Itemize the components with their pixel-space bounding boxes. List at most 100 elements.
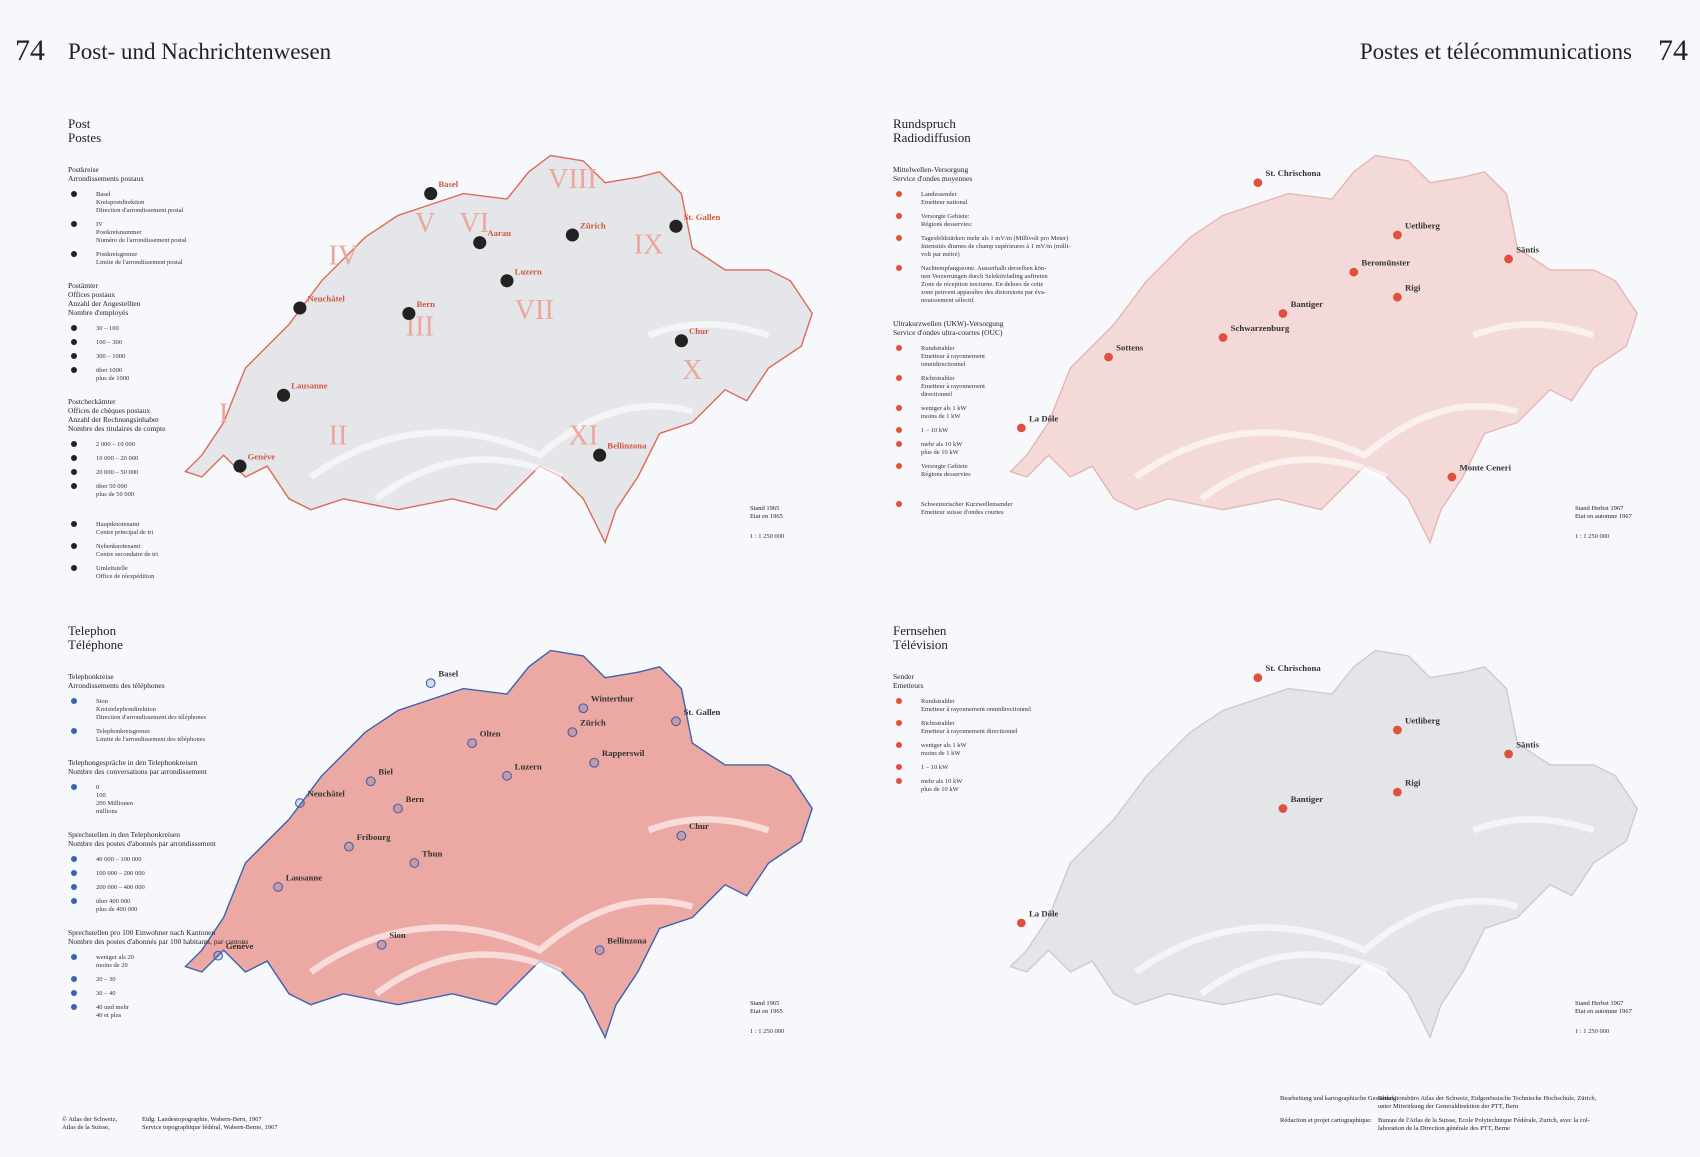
legend-item: Emetteur à rayonnement bbox=[921, 353, 985, 360]
legend-item: nouissement sélectif bbox=[921, 297, 975, 304]
legend-heading: Nombre des postes d'abonnés par arrondis… bbox=[68, 839, 217, 848]
legend-item: Limite de l'arrondissement postal bbox=[96, 259, 183, 266]
relief bbox=[308, 321, 770, 502]
legend-symbol bbox=[71, 565, 77, 571]
legend-symbol bbox=[71, 1004, 77, 1010]
place-label: Bantiger bbox=[1291, 299, 1324, 309]
legend-item: 40 und mehr bbox=[96, 1004, 130, 1011]
legend-item: Nachtempfangszone. Ausserhalb derselben … bbox=[921, 265, 1046, 272]
place-symbol bbox=[671, 716, 681, 727]
legend-heading: Sender bbox=[893, 672, 914, 681]
legend-symbol bbox=[71, 954, 77, 960]
stand-note: Stand 1965 bbox=[750, 505, 779, 512]
legend-item: 100 bbox=[96, 792, 106, 799]
map-title: Radiodiffusion bbox=[893, 130, 971, 145]
page-title: Post- und Nachrichtenwesen bbox=[68, 39, 332, 64]
legend-heading: Mittelwellen-Versorgung bbox=[893, 165, 969, 174]
map: Basel Olten Zürich Winterthur St. Gallen Biel… bbox=[184, 649, 813, 1039]
legend-item: Rundstrahler bbox=[921, 698, 955, 705]
place-label: Lausanne bbox=[291, 381, 327, 391]
legend-symbol bbox=[71, 898, 77, 904]
legend-item: plus de 10 kW bbox=[921, 449, 960, 456]
place-label: Monte Ceneri bbox=[1460, 462, 1512, 472]
relief bbox=[308, 816, 770, 997]
legend-item: Emetteur national bbox=[921, 199, 968, 206]
legend-item: 40 et plus bbox=[96, 1012, 122, 1019]
place-label: Rapperswil bbox=[602, 748, 645, 758]
legend-item: omnidirectionnel bbox=[921, 361, 966, 368]
district-number: IX bbox=[634, 230, 664, 261]
place-label: St. Chrischona bbox=[1266, 663, 1322, 673]
legend-item: Office de réexpédition bbox=[96, 573, 155, 580]
legend-heading: Service d'ondes moyennes bbox=[893, 174, 972, 183]
legend-heading: Arrondissements postaux bbox=[68, 174, 144, 183]
stand-note: Stand 1965 bbox=[750, 1000, 779, 1007]
legend-item: 10 000 – 20 000 bbox=[96, 455, 138, 462]
place-label: La Dôle bbox=[1029, 413, 1058, 423]
district-number: XI bbox=[568, 420, 598, 451]
district-number: VIII bbox=[548, 164, 597, 195]
copyright: Atlas de la Suisse, bbox=[62, 1124, 110, 1131]
legend-heading: Nombre des titulaires de compte bbox=[68, 424, 166, 433]
legend-item: Versorgte Gebiete: bbox=[921, 213, 970, 220]
legend-symbol bbox=[896, 441, 902, 447]
place-symbol bbox=[277, 388, 291, 402]
place-symbol bbox=[502, 770, 512, 781]
map-scale: 1 : 1 250 000 bbox=[750, 1028, 784, 1035]
legend-item: Centre secondaire de tri bbox=[96, 551, 158, 558]
legend-symbol bbox=[896, 427, 902, 433]
legend-heading: Anzahl der Angestellten bbox=[68, 299, 141, 308]
map-title: Télévision bbox=[893, 637, 948, 652]
place-symbol bbox=[402, 306, 416, 321]
legend-symbol bbox=[71, 884, 77, 890]
legend-symbol bbox=[896, 265, 902, 271]
place-label: Genève bbox=[248, 452, 276, 462]
legend-item: nen Verzerrungen durch Selektivfading au… bbox=[921, 273, 1048, 280]
legend-symbol bbox=[71, 455, 77, 461]
legend-symbol bbox=[896, 405, 902, 411]
place-symbol bbox=[594, 945, 605, 956]
place-symbol bbox=[1447, 472, 1457, 482]
legend-heading: Sprechstellen in den Telephonkreisen bbox=[68, 830, 180, 839]
legend-symbol bbox=[896, 501, 902, 507]
legend-item: über 50 000 bbox=[96, 483, 127, 490]
place-label: St. Chrischona bbox=[1266, 168, 1322, 178]
legend-symbol bbox=[896, 698, 902, 704]
legend-item: 20 – 30 bbox=[96, 976, 116, 983]
legend-symbol bbox=[71, 784, 77, 790]
place-label: Uetliberg bbox=[1405, 715, 1441, 725]
place-label: Luzern bbox=[515, 266, 542, 276]
place-label: Beromünster bbox=[1361, 258, 1410, 268]
legend-item: Rundstrahler bbox=[921, 345, 955, 352]
legend-item: Emetteur à rayonnement omnidirectionnel bbox=[921, 706, 1031, 713]
stand-note: Etat en automne 1967 bbox=[1575, 1008, 1633, 1015]
place-label: St. Gallen bbox=[684, 707, 721, 717]
place-label: Bellinzona bbox=[607, 441, 647, 451]
stand-note: Etat en automne 1967 bbox=[1575, 513, 1633, 520]
legend-item: Postkreisnummer bbox=[96, 229, 142, 236]
legend-symbol bbox=[71, 221, 77, 227]
legend-symbol bbox=[896, 764, 902, 770]
legend-symbol bbox=[71, 191, 77, 197]
district-number: VI bbox=[459, 208, 489, 239]
legend-item: plus de 400 000 bbox=[96, 906, 137, 913]
legend-item: 1 – 10 kW bbox=[921, 427, 949, 434]
place-symbol bbox=[1218, 333, 1228, 342]
legend-heading: Nombre des postes d'abonnés par 100 habi… bbox=[68, 937, 248, 946]
legend-item: 1 – 10 kW bbox=[921, 764, 949, 771]
place-label: Fribourg bbox=[357, 832, 392, 842]
legend-item: Centre principal de tri bbox=[96, 529, 153, 536]
legend-item: Régions desservies: bbox=[921, 221, 973, 228]
legend-symbol bbox=[71, 856, 77, 862]
place-label: Olten bbox=[480, 729, 501, 739]
place-symbol bbox=[1253, 178, 1263, 188]
place-label: Biel bbox=[378, 767, 393, 777]
legend-symbol bbox=[896, 235, 902, 241]
legend-symbol bbox=[896, 191, 902, 197]
legend-symbol bbox=[71, 483, 77, 489]
legend-symbol bbox=[896, 213, 902, 219]
place-symbol bbox=[213, 950, 224, 961]
legend-item: Schweizerischer Kurzwellensender bbox=[921, 501, 1013, 508]
legend-symbol bbox=[71, 521, 77, 527]
